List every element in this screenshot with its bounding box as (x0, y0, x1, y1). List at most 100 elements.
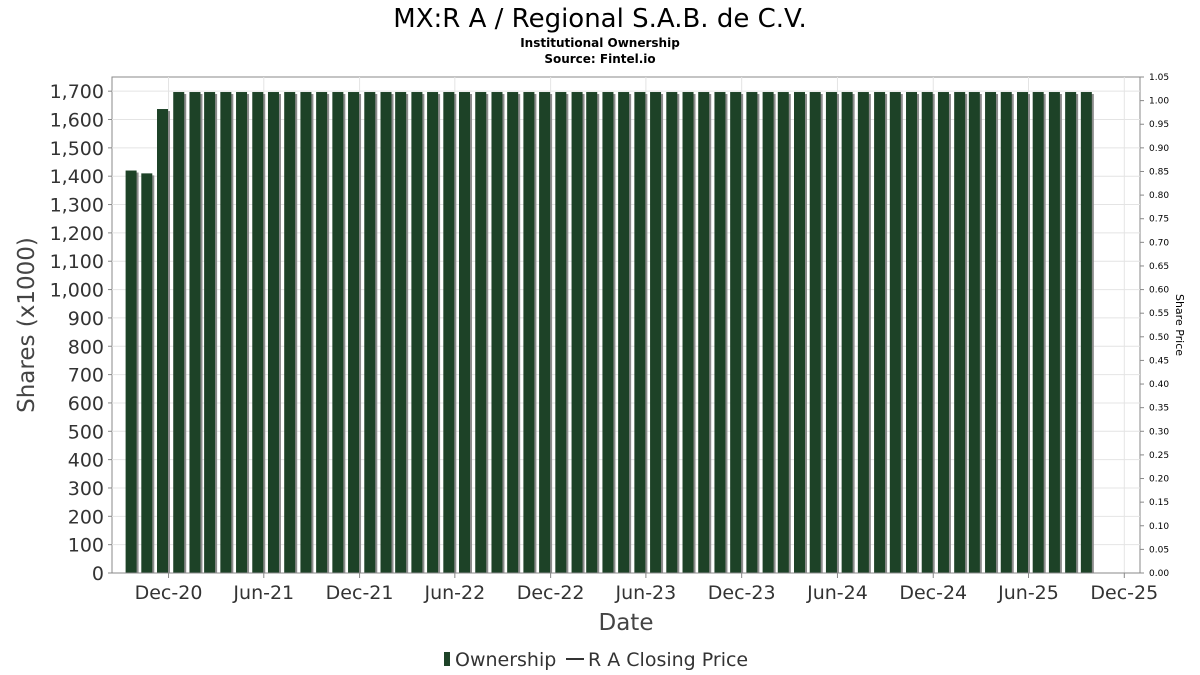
ownership-bar (1000, 92, 1012, 573)
y2-tick-label: 0.70 (1149, 238, 1169, 248)
ownership-bar (634, 92, 646, 573)
ownership-bar (954, 92, 966, 573)
ownership-bar (857, 92, 869, 573)
ownership-bar (220, 92, 232, 573)
ownership-bar (204, 92, 216, 573)
x-tick-label: Dec-23 (708, 582, 776, 604)
y-tick-label: 1,500 (50, 138, 104, 160)
x-tick-label: Jun-21 (232, 582, 294, 604)
ownership-bar (125, 170, 137, 573)
y2-axis: 0.00 0.05 0.10 0.15 0.20 0.25 0.30 0.35 0.40 0.45… (1140, 73, 1169, 579)
y-tick-label: 100 (68, 535, 104, 557)
y-tick-label: 1,000 (50, 280, 104, 302)
x-tick-label: Dec-21 (326, 582, 394, 604)
ownership-bar (762, 92, 774, 573)
ownership-bar (332, 92, 344, 573)
y2-tick-label: 0.25 (1149, 451, 1169, 461)
y2-tick-label: 0.00 (1149, 569, 1169, 579)
y-axis-label: Shares (x1000) (14, 237, 40, 413)
ownership-bar (1032, 92, 1044, 573)
ownership-bar (189, 92, 201, 573)
ownership-bar (746, 92, 758, 573)
ownership-bar (491, 92, 503, 573)
ownership-bars (125, 92, 1094, 573)
ownership-bar (666, 92, 678, 573)
ownership-bar (968, 92, 980, 573)
ownership-bar (348, 92, 360, 573)
ownership-bar (1016, 92, 1028, 573)
chart-subtitle-1: Institutional Ownership (520, 36, 680, 50)
x-tick-label: Jun-22 (423, 582, 485, 604)
ownership-bar (1080, 92, 1092, 573)
y-tick-label: 0 (92, 563, 104, 585)
ownership-bar (985, 92, 997, 573)
y-tick-label: 1,300 (50, 195, 104, 217)
x-axis-label: Date (599, 610, 654, 636)
x-tick-label: Dec-25 (1090, 582, 1158, 604)
x-tick-label: Jun-25 (997, 582, 1059, 604)
ownership-bar (698, 92, 710, 573)
y2-tick-label: 0.80 (1149, 191, 1169, 201)
x-tick-label: Dec-22 (517, 582, 585, 604)
legend-price-label: R A Closing Price (588, 649, 748, 671)
x-tick-label: Dec-24 (899, 582, 967, 604)
ownership-bar (602, 92, 614, 573)
ownership-bar (300, 92, 312, 573)
ownership-bar (889, 92, 901, 573)
ownership-bar (157, 109, 169, 573)
chart-subtitle-2: Source: Fintel.io (544, 52, 655, 66)
y2-axis-label: Share Price (1173, 294, 1186, 356)
y-tick-label: 500 (68, 421, 104, 443)
ownership-bar (539, 92, 551, 573)
y-tick-label: 1,100 (50, 251, 104, 273)
y2-tick-label: 0.65 (1149, 262, 1169, 272)
ownership-bar (586, 92, 598, 573)
ownership-bar (841, 92, 853, 573)
y2-tick-label: 1.00 (1149, 97, 1169, 107)
ownership-bar (618, 92, 630, 573)
ownership-bar (267, 92, 279, 573)
ownership-bar (874, 92, 886, 573)
y2-tick-label: 0.85 (1149, 167, 1169, 177)
ownership-bar (411, 92, 423, 573)
ownership-bar (173, 92, 185, 573)
y-tick-label: 900 (68, 308, 104, 330)
y2-tick-label: 0.35 (1149, 404, 1169, 414)
legend: Ownership R A Closing Price (444, 649, 748, 671)
ownership-bar (921, 92, 933, 573)
ownership-bar (523, 92, 535, 573)
x-tick-label: Dec-20 (135, 582, 203, 604)
ownership-bar (252, 92, 264, 573)
ownership-bar (777, 92, 789, 573)
y-tick-label: 600 (68, 393, 104, 415)
ownership-bar (825, 92, 837, 573)
y2-tick-label: 0.95 (1149, 120, 1169, 130)
ownership-bar (809, 92, 821, 573)
y2-tick-label: 0.90 (1149, 144, 1169, 154)
y2-tick-label: 0.45 (1149, 356, 1169, 366)
legend-ownership-swatch (444, 652, 450, 666)
ownership-bar (364, 92, 376, 573)
y-tick-label: 400 (68, 450, 104, 472)
y-tick-label: 300 (68, 478, 104, 500)
y2-tick-label: 0.40 (1149, 380, 1169, 390)
ownership-bar (507, 92, 519, 573)
y-tick-label: 1,700 (50, 81, 104, 103)
y-tick-label: 1,600 (50, 110, 104, 132)
ownership-bar (236, 92, 248, 573)
y2-tick-label: 0.60 (1149, 286, 1169, 296)
ownership-bar (443, 92, 455, 573)
x-tick-label: Jun-23 (615, 582, 677, 604)
ownership-bar (475, 92, 487, 573)
y-axis: 0 100 200 300 400 500 600 700 800 900 1,000 1,100 1,… (50, 81, 112, 585)
y2-tick-label: 0.75 (1149, 215, 1169, 225)
ownership-bar (937, 92, 949, 573)
ownership-bar (380, 92, 392, 573)
y2-tick-label: 0.20 (1149, 475, 1169, 485)
ownership-bar (906, 92, 918, 573)
ownership-bar (730, 92, 742, 573)
y2-tick-label: 0.05 (1149, 545, 1169, 555)
y-tick-label: 700 (68, 365, 104, 387)
y-tick-label: 1,200 (50, 223, 104, 245)
y-tick-label: 200 (68, 506, 104, 528)
